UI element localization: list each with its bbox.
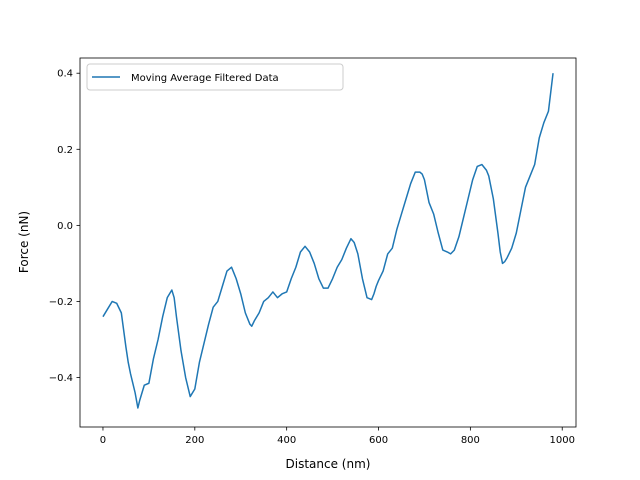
plot-frame [79, 57, 577, 428]
legend-box [86, 63, 344, 91]
y-tick-label: −0.2 [49, 297, 73, 308]
series-line-0 [102, 73, 554, 409]
x-tick-label: 200 [185, 435, 204, 446]
plot-area [80, 58, 576, 427]
x-tick-label: 600 [369, 435, 388, 446]
plot-lines [102, 73, 554, 409]
legend: Moving Average Filtered Data [86, 63, 344, 91]
x-tick-label: 800 [461, 435, 480, 446]
y-tick-label: −0.4 [49, 373, 73, 384]
y-tick-label: 0.4 [57, 69, 73, 80]
x-axis-label: Distance (nm) [286, 457, 371, 471]
x-tick-label: 1000 [549, 435, 574, 446]
y-axis-label: Force (nN) [17, 211, 31, 273]
x-axis-ticks: 0 200 400 600 800 1000 [100, 427, 575, 446]
legend-label-moving-average: Moving Average Filtered Data [131, 73, 279, 84]
y-tick-label: 0.2 [57, 145, 73, 156]
y-axis-ticks: −0.4 −0.2 0.0 0.2 0.4 [49, 69, 80, 384]
y-tick-label: 0.0 [57, 221, 73, 232]
x-tick-label: 400 [277, 435, 296, 446]
x-tick-label: 0 [100, 435, 106, 446]
